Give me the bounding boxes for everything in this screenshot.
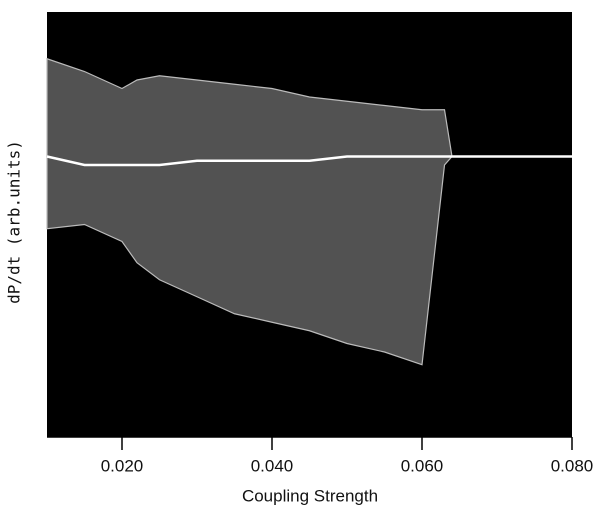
x-tick-label: 0.060 [401, 456, 444, 475]
x-tick-label: 0.020 [101, 456, 144, 475]
x-axis-label: Coupling Strength [242, 486, 378, 505]
x-tick-label: 0.040 [251, 456, 294, 475]
y-axis-label: dP/dt (arb.units) [5, 140, 24, 304]
ridge-line [46, 155, 572, 167]
x-tick-label: 0.080 [551, 456, 594, 475]
